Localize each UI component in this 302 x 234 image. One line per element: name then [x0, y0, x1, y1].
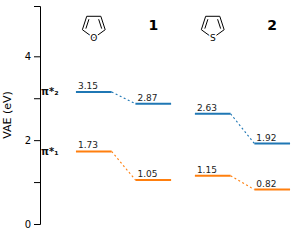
series-label: π*₁ [41, 146, 59, 157]
column-label: 2 [267, 17, 277, 33]
connection [231, 114, 255, 144]
y-axis-title: VAE (eV) [1, 91, 14, 139]
tick [34, 182, 40, 183]
tick-mark [34, 98, 40, 99]
double-bond [218, 19, 221, 28]
energy-level [195, 175, 231, 177]
connection [231, 176, 255, 190]
atom-label: S [210, 33, 216, 43]
marks [76, 92, 290, 190]
molecule: S [201, 16, 224, 43]
tick: 2 [25, 135, 40, 146]
tick: 4 [25, 51, 40, 62]
energy-level [254, 189, 290, 191]
tick-label: 2 [25, 135, 31, 146]
tick [34, 98, 40, 99]
y-axis: 0 2 4 [25, 7, 41, 230]
atom-label: O [90, 33, 97, 43]
tick: 0 [25, 219, 40, 230]
double-bond [99, 19, 102, 28]
tick-mark [34, 56, 40, 57]
column-label: 1 [148, 17, 158, 33]
double-bond [205, 19, 208, 28]
chart: 0 2 4 3.15 2.87 2.63 1.92 π*₂ 1.73 1.05 1.15 0.82 π*… [0, 0, 302, 234]
energy-level [76, 91, 112, 93]
data-label: 0.82 [256, 179, 276, 189]
energy-level [135, 103, 171, 105]
energy-level [135, 179, 171, 181]
labels: 3.15 2.87 2.63 1.92 π*₂ 1.73 1.05 1.15 0.82 π*₁ O 1… [41, 16, 277, 188]
energy-level [195, 113, 231, 115]
axis-line [34, 7, 41, 225]
data-label: 1.73 [78, 140, 98, 150]
plot: 0 2 4 3.15 2.87 2.63 1.92 π*₂ 1.73 1.05 1.15 0.82 π*… [25, 7, 290, 230]
data-label: 2.87 [137, 93, 157, 103]
double-bond [86, 19, 89, 28]
data-label: 1.92 [256, 133, 276, 143]
data-label: 1.05 [137, 169, 157, 179]
tick-mark [34, 182, 40, 183]
tick-label: 0 [25, 219, 31, 230]
tick-mark [34, 140, 40, 141]
data-label: 2.63 [197, 103, 217, 113]
energy-level [254, 143, 290, 145]
tick-mark [34, 224, 40, 225]
tick-label: 4 [25, 51, 31, 62]
series-label: π*₂ [41, 86, 59, 97]
connection [112, 92, 136, 104]
data-label: 1.15 [197, 165, 217, 175]
connection [112, 151, 136, 180]
data-label: 3.15 [78, 81, 98, 91]
molecule: O [82, 16, 105, 43]
energy-level [76, 150, 112, 152]
